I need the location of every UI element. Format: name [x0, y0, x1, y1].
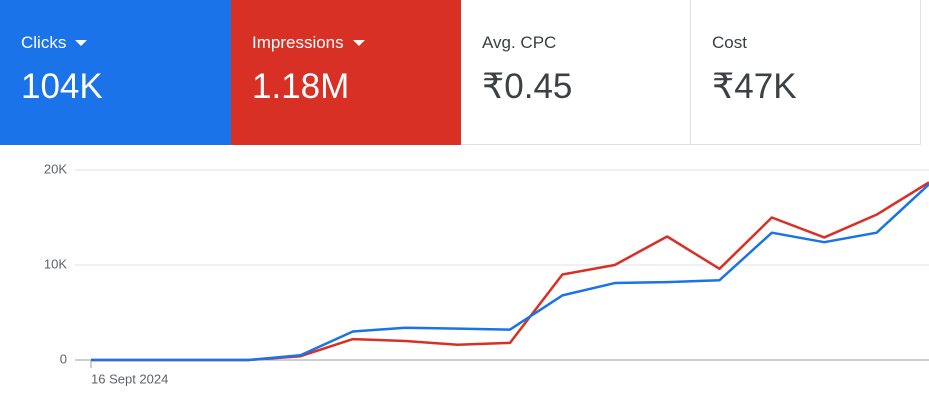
- series-line: [91, 181, 929, 362]
- series-line: [91, 183, 929, 362]
- y-tick-label: 20K: [44, 161, 67, 176]
- metric-label: Avg. CPC: [482, 33, 557, 52]
- metric-value: ₹0.45: [482, 67, 573, 106]
- metric-label: Clicks: [21, 33, 67, 52]
- metric-value: 1.18M: [252, 67, 350, 106]
- metric-value: ₹47K: [712, 67, 797, 106]
- y-tick-label: 10K: [44, 256, 67, 271]
- dropdown-icon[interactable]: [75, 40, 88, 46]
- metric-card[interactable]: Clicks 104K: [0, 0, 231, 145]
- metric-label: Cost: [712, 33, 747, 52]
- metric-card[interactable]: Avg. CPC ₹0.45: [461, 0, 691, 145]
- metric-value: 104K: [21, 67, 103, 106]
- dropdown-icon[interactable]: [352, 40, 365, 46]
- metric-label: Impressions: [252, 33, 344, 52]
- metric-card[interactable]: Impressions 1.18M: [231, 0, 461, 145]
- x-tick-label: 16 Sept 2024: [91, 371, 168, 386]
- metric-card[interactable]: Cost ₹47K: [691, 0, 921, 145]
- y-tick-label: 0: [60, 351, 67, 366]
- metric-cards: Clicks 104K Impressions 1.18M Avg. CPC ₹…: [0, 0, 921, 145]
